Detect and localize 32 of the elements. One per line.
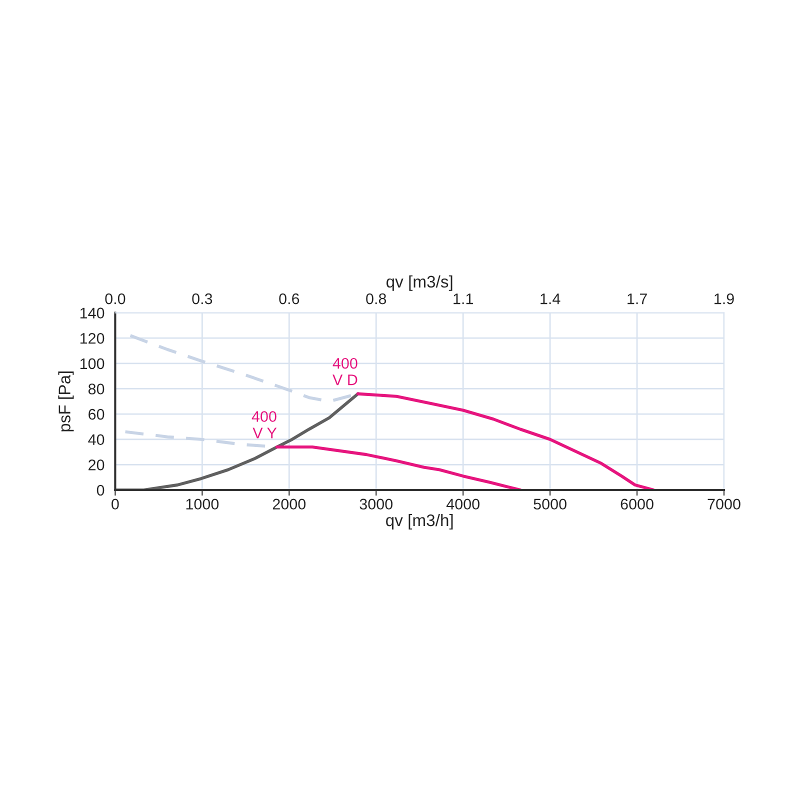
x2-tick-label: 1.7 [628, 294, 647, 304]
x-tick-label: 5000 [534, 498, 566, 510]
y-tick-label: 100 [80, 358, 104, 370]
x2-tick-label: 0.6 [279, 293, 300, 304]
line-series [356, 392, 656, 490]
x2-tick-label: 0.0 [105, 293, 126, 304]
y-tick-label: 140 [80, 308, 104, 318]
annotation: 400 V Y [252, 411, 277, 438]
y-axis-title: psF [Pa] [58, 372, 74, 432]
y-tick-label: 60 [88, 408, 104, 420]
x-tick-label: 0 [112, 498, 119, 510]
x2-tick-label: 1.4 [540, 294, 560, 304]
y-tick-label: 40 [88, 434, 104, 446]
y-tick-label: 80 [88, 384, 104, 394]
x-tick-label: 6000 [620, 498, 654, 510]
x-tick-label: 7000 [708, 498, 740, 510]
annotation: 400 V D [332, 358, 358, 386]
x-axis-title: qv [m3/h] [386, 514, 453, 530]
x2-tick-label: 1.9 [714, 293, 734, 304]
x2-tick-label: 1.1 [454, 294, 473, 304]
y-tick-label: 20 [88, 460, 104, 470]
x2-axis-title: qv [m3/s] [386, 275, 452, 291]
x-tick-label: 4000 [446, 498, 480, 510]
x2-tick-label: 0.3 [192, 293, 212, 304]
y-tick-label: 0 [96, 484, 104, 496]
x-tick-label: 3000 [360, 498, 393, 510]
x-tick-label: 2000 [272, 498, 306, 510]
line-series [115, 392, 360, 490]
x-tick-label: 1000 [186, 498, 219, 510]
line-series [275, 445, 522, 490]
y-tick-label: 120 [80, 332, 104, 344]
x2-tick-label: 0.8 [366, 293, 386, 304]
